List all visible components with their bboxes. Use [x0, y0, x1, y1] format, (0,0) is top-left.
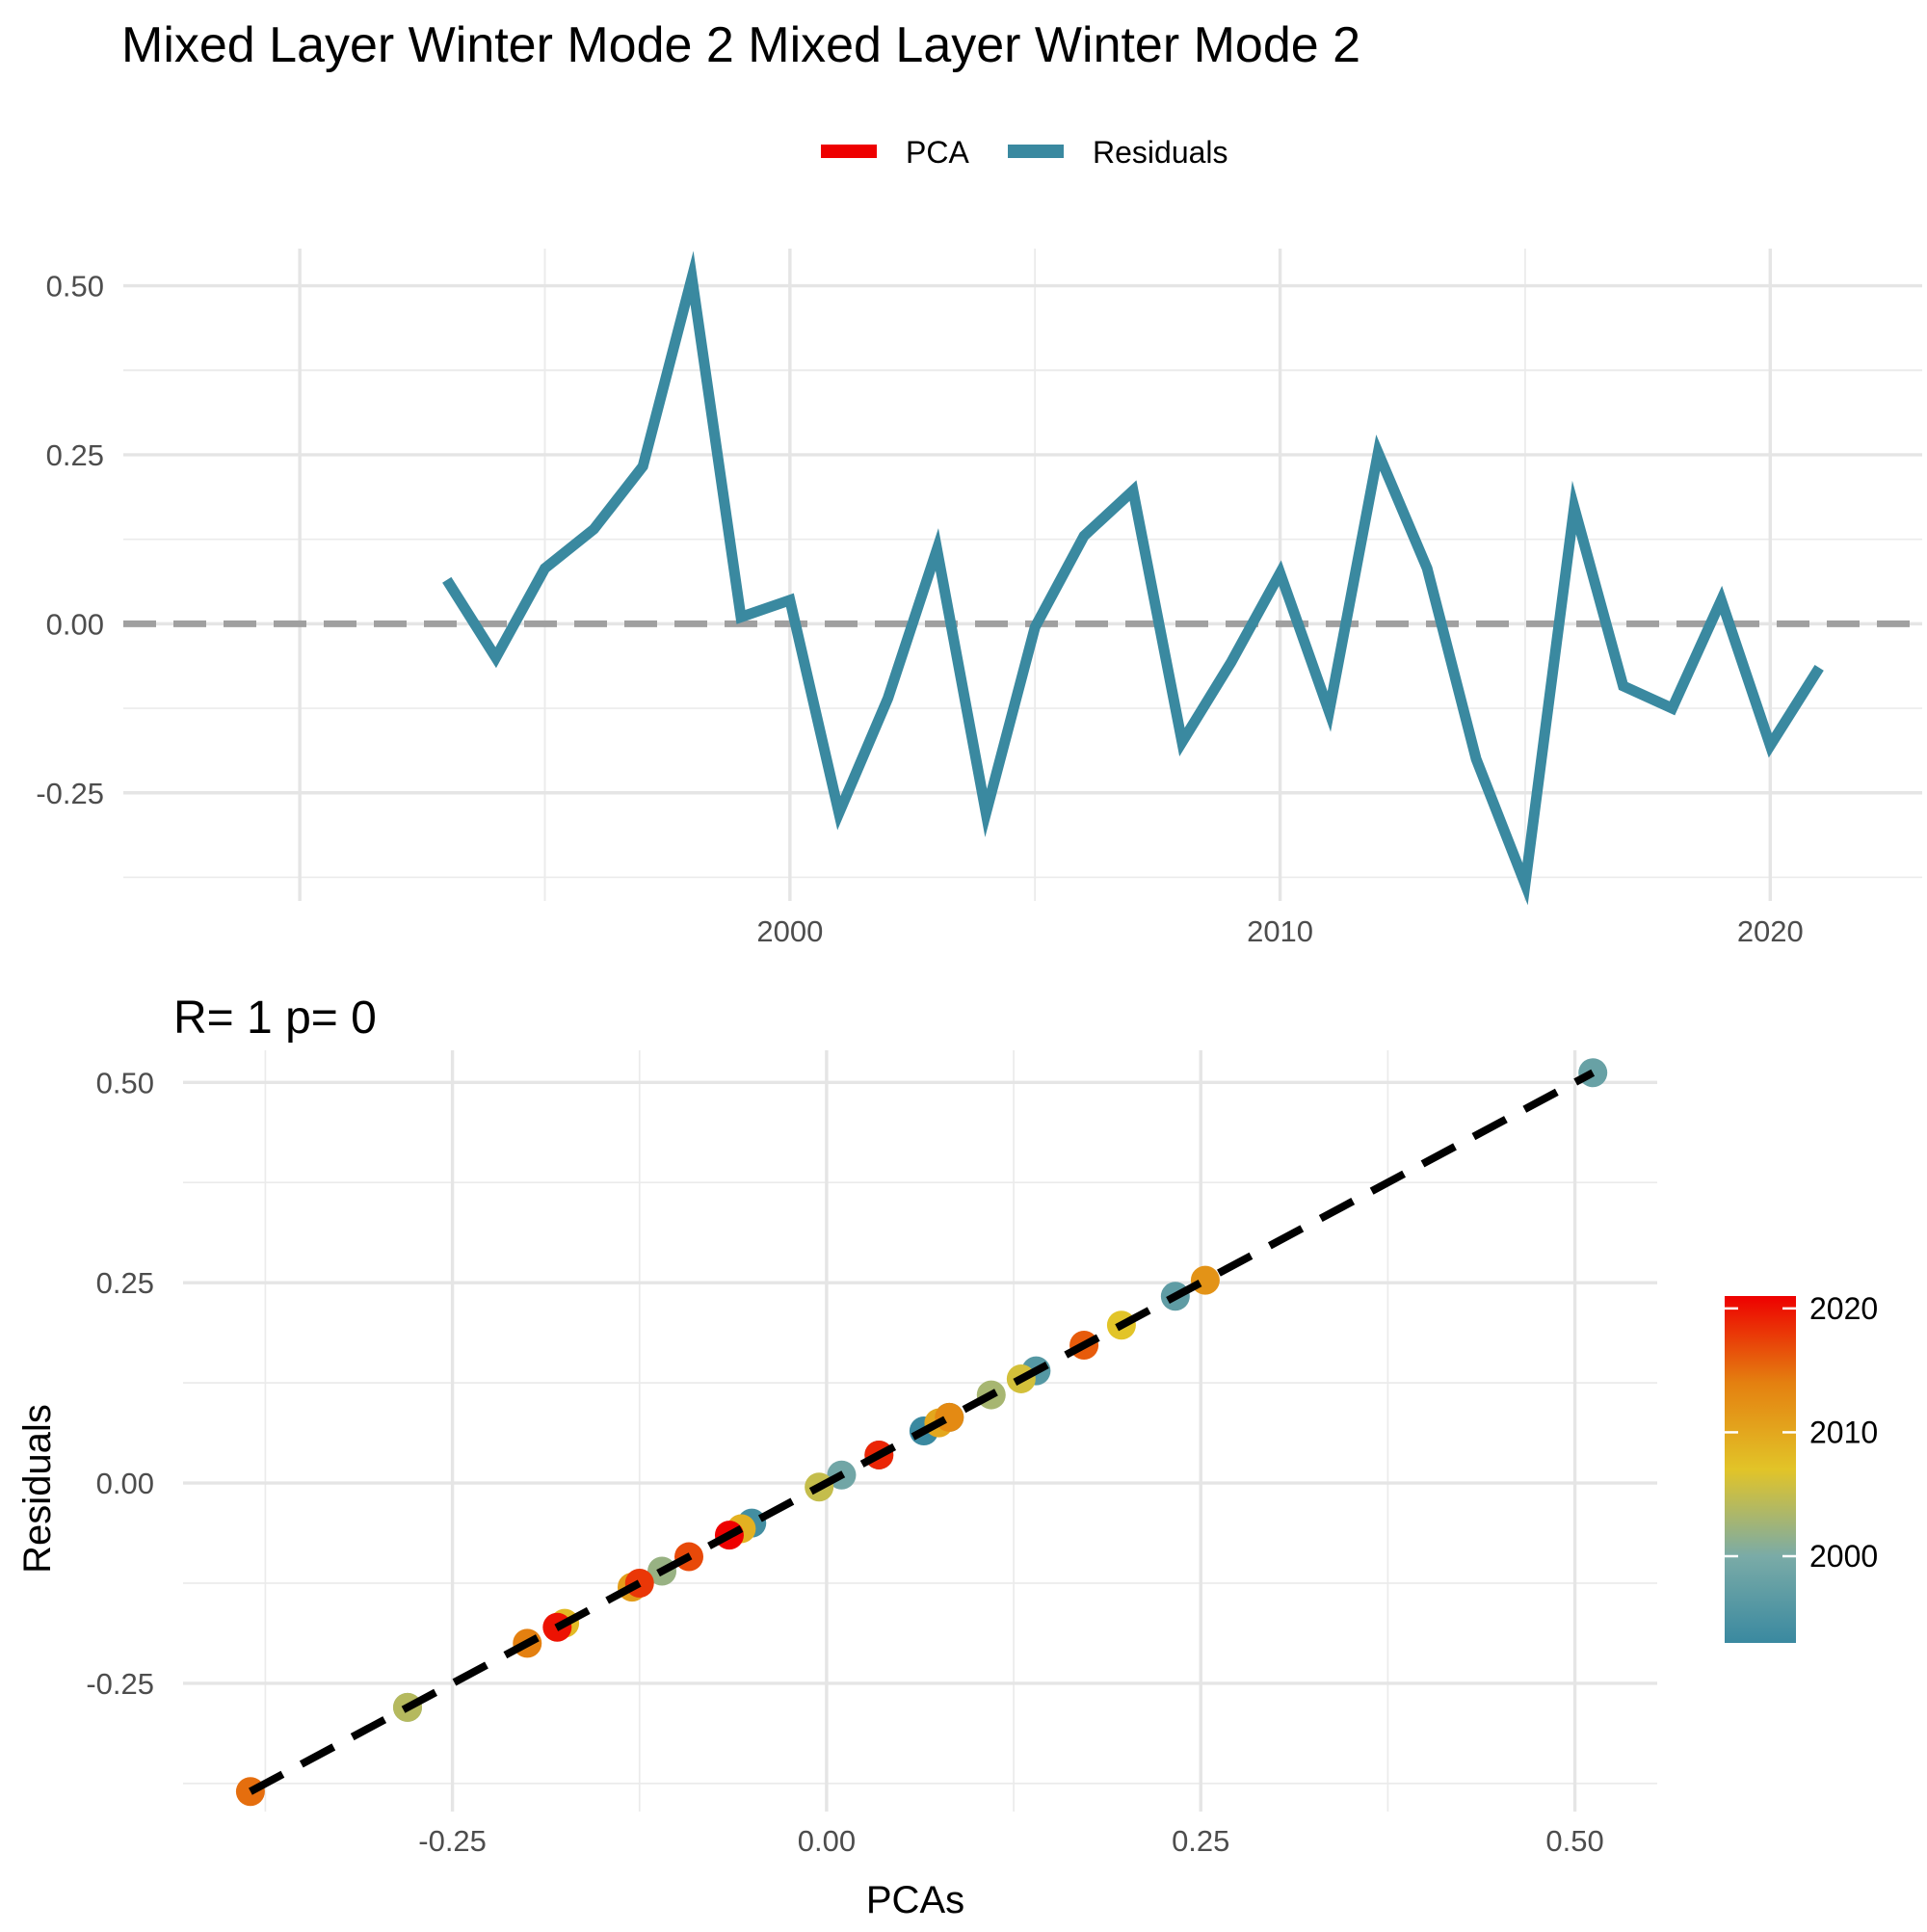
y-tick-label: -0.25	[86, 1667, 154, 1701]
fit-line	[249, 1069, 1596, 1795]
residuals-series-line	[442, 251, 1824, 906]
x-tick-label: 0.00	[798, 1824, 856, 1858]
y-tick-label: 0.50	[96, 1066, 154, 1099]
x-tick-label: 0.50	[1545, 1824, 1603, 1858]
line-panel: 2000 2010 2020 -0.25 0.00 0.25 0.50	[36, 249, 1922, 948]
x-tick-label: -0.25	[418, 1824, 487, 1858]
x-tick-label: 0.25	[1172, 1824, 1229, 1858]
colorbar-gradient	[1725, 1296, 1796, 1643]
scatter-subtitle: R= 1 p= 0	[173, 992, 377, 1044]
y-axis-title: Residuals	[16, 1404, 59, 1574]
legend-label-residuals: Residuals	[1093, 135, 1228, 170]
y-tick-label: 0.50	[46, 270, 104, 304]
legend: PCA Residuals	[821, 135, 1228, 170]
legend-label-pca: PCA	[906, 135, 969, 170]
scatter-panel: -0.25 0.00 0.25 0.50 -0.25 0.00 0.25 0.50	[86, 1050, 1657, 1858]
x-tick-label: 2020	[1737, 914, 1804, 948]
x-tick-label: 2000	[756, 914, 823, 948]
y-tick-label: 0.00	[46, 607, 104, 641]
colorbar-tick-label: 2010	[1809, 1415, 1878, 1449]
colorbar: 2000 2010 2020	[1725, 1291, 1878, 1643]
y-tick-label: 0.25	[46, 438, 104, 472]
x-axis-title: PCAs	[866, 1879, 964, 1921]
colorbar-tick-label: 2020	[1809, 1291, 1878, 1326]
y-tick-label: 0.00	[96, 1467, 154, 1500]
colorbar-tick-label: 2000	[1809, 1539, 1878, 1574]
scatter-point	[1190, 1265, 1220, 1295]
chart-title: Mixed Layer Winter Mode 2 Mixed Layer Wi…	[121, 17, 1360, 73]
y-tick-label: -0.25	[36, 777, 104, 810]
x-tick-label: 2010	[1247, 914, 1313, 948]
y-tick-label: 0.25	[96, 1266, 154, 1300]
